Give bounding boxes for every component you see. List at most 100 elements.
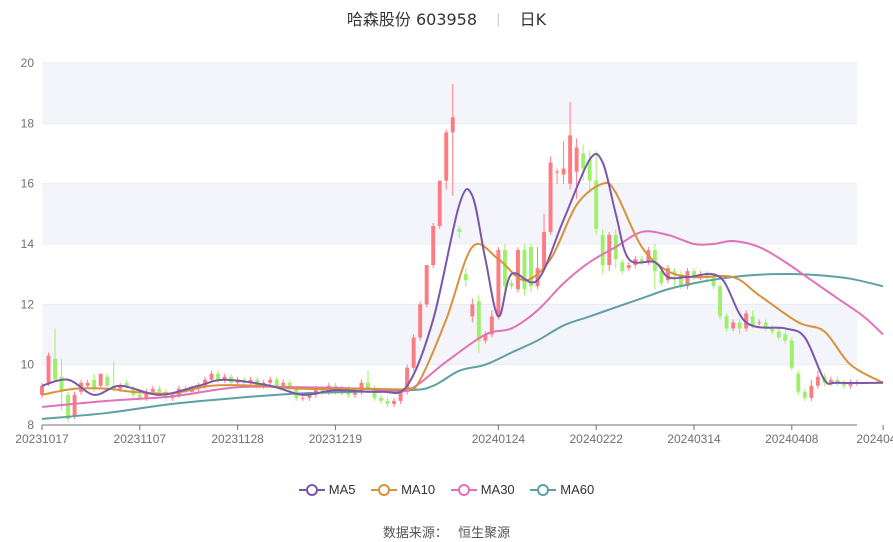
candle-body bbox=[679, 274, 683, 287]
candle-body bbox=[529, 247, 533, 287]
candle-body bbox=[392, 400, 397, 404]
candle-body bbox=[692, 271, 696, 278]
source-label: 数据来源： bbox=[382, 526, 448, 541]
candle-body bbox=[320, 388, 325, 392]
candle-body bbox=[737, 322, 742, 329]
candle-body bbox=[418, 304, 423, 338]
candle-body bbox=[157, 388, 162, 392]
candle-body bbox=[66, 394, 71, 419]
candle-body bbox=[483, 334, 488, 341]
candle-body bbox=[72, 394, 77, 416]
legend-item-ma60[interactable]: MA60 bbox=[530, 482, 594, 497]
candle-body bbox=[470, 304, 475, 317]
ma5-legend-icon bbox=[298, 483, 325, 496]
ma10-legend-icon bbox=[371, 483, 398, 496]
candle-body bbox=[711, 277, 716, 287]
candle-body bbox=[581, 153, 586, 169]
candle-body bbox=[424, 265, 429, 305]
candle-body bbox=[46, 355, 51, 383]
candle-body bbox=[620, 262, 625, 272]
legend: MA5 MA10 MA30 MA60 bbox=[0, 482, 893, 500]
title-separator: | bbox=[496, 12, 501, 27]
candle-body bbox=[724, 316, 729, 329]
candle-body bbox=[313, 388, 318, 395]
x-tick-label: 20231017 bbox=[15, 432, 69, 446]
candle-body bbox=[405, 367, 410, 392]
candle-body bbox=[750, 316, 755, 326]
candle-body bbox=[411, 337, 416, 368]
ma60-legend-icon bbox=[530, 483, 557, 496]
candle-body bbox=[548, 162, 553, 232]
candle-body bbox=[463, 274, 468, 281]
period-label: 日K bbox=[519, 10, 547, 29]
ma60-line bbox=[41, 272, 884, 420]
grid-band bbox=[42, 63, 857, 124]
candle-body bbox=[353, 391, 357, 395]
candle-body bbox=[626, 265, 631, 269]
candle-body bbox=[685, 271, 690, 287]
candle-body bbox=[92, 379, 97, 389]
candle-body bbox=[731, 322, 736, 329]
legend-item-ma5[interactable]: MA5 bbox=[298, 482, 355, 497]
candle-body bbox=[802, 391, 807, 398]
data-source: 数据来源： 恒生聚源 bbox=[0, 522, 893, 541]
candle-body bbox=[216, 373, 220, 380]
x-tick-label: 20240124 bbox=[472, 432, 526, 446]
candle-body bbox=[522, 250, 527, 290]
candle-body bbox=[287, 382, 292, 389]
candle-body bbox=[535, 268, 540, 287]
source-value: 恒生聚源 bbox=[458, 526, 511, 541]
candle-body bbox=[248, 379, 253, 383]
candle-body bbox=[835, 379, 840, 383]
x-tick-label: 20231107 bbox=[114, 432, 167, 446]
y-tick-label: 20 bbox=[21, 56, 35, 70]
candle-body bbox=[718, 286, 723, 317]
candle-body bbox=[561, 168, 566, 175]
candle-body bbox=[705, 274, 709, 278]
candle-body bbox=[105, 376, 110, 386]
legend-label-ma30: MA30 bbox=[480, 482, 515, 497]
candle-body bbox=[639, 259, 644, 263]
legend-item-ma30[interactable]: MA30 bbox=[450, 482, 515, 497]
y-tick-label: 16 bbox=[21, 177, 35, 191]
candle-body bbox=[542, 231, 546, 269]
candle-body bbox=[457, 228, 462, 232]
candle-body bbox=[815, 376, 820, 386]
candle-body bbox=[431, 225, 436, 266]
stock-title: 哈森股份 603958 bbox=[346, 10, 478, 29]
legend-label-ma60: MA60 bbox=[560, 482, 595, 497]
candle-body bbox=[222, 376, 227, 380]
candle-body bbox=[59, 376, 64, 392]
candle-body bbox=[444, 132, 449, 181]
candle-body bbox=[672, 271, 677, 275]
candle-body bbox=[144, 391, 149, 398]
candle-body bbox=[744, 313, 749, 329]
y-tick-label: 18 bbox=[21, 116, 35, 130]
candle-body bbox=[300, 397, 305, 399]
candle-body bbox=[665, 268, 670, 281]
candle-body bbox=[509, 283, 514, 287]
candle-body bbox=[502, 250, 507, 287]
x-tick-label: 20231128 bbox=[211, 432, 264, 446]
candle-body bbox=[763, 322, 768, 329]
chart-title: 哈森股份 603958 | 日K bbox=[0, 6, 893, 30]
candle-body bbox=[516, 250, 520, 290]
candle-body bbox=[274, 379, 279, 386]
candle-body bbox=[98, 373, 103, 386]
candle-body bbox=[150, 388, 155, 392]
candle-body bbox=[137, 394, 142, 398]
candle-body bbox=[385, 400, 390, 404]
legend-item-ma10[interactable]: MA10 bbox=[371, 482, 435, 497]
candle-body bbox=[281, 382, 286, 386]
x-tick-label: 20240222 bbox=[570, 432, 624, 446]
candle-body bbox=[476, 301, 481, 341]
candle-body bbox=[770, 328, 775, 332]
candle-body bbox=[398, 391, 403, 401]
candle-body bbox=[587, 159, 592, 181]
candle-body bbox=[450, 117, 455, 133]
grid-band bbox=[42, 304, 857, 365]
candle-body bbox=[489, 316, 494, 335]
candle-body bbox=[268, 379, 273, 383]
x-tick-label: 20240408 bbox=[765, 432, 819, 446]
candle-body bbox=[659, 271, 664, 284]
